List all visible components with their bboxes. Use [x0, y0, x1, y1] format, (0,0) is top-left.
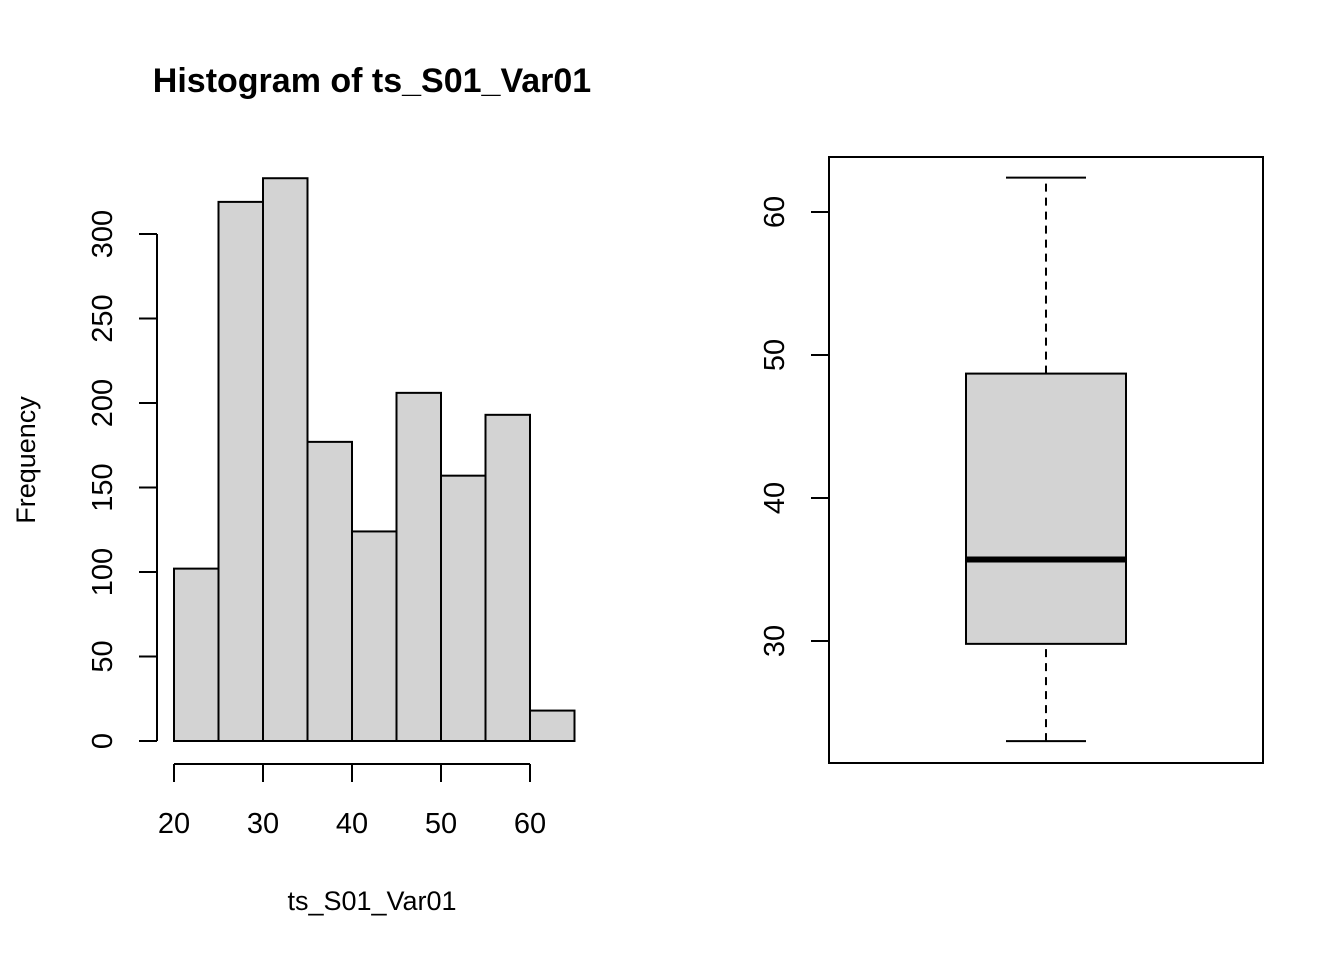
- histogram-x-axis: 20 30 40 50 60: [158, 763, 546, 840]
- histogram-x-tick-label: 30: [247, 808, 279, 840]
- histogram-bar: [484, 413, 531, 742]
- boxplot-box: [965, 372, 1127, 645]
- boxplot-plot-frame: [828, 156, 1264, 764]
- boxplot-y-tick-label: 60: [759, 196, 791, 228]
- histogram-y-tick-label: 50: [87, 640, 119, 672]
- histogram-y-tick-label: 150: [87, 463, 119, 511]
- histogram-y-tick-label: 300: [87, 210, 119, 258]
- histogram-x-tick-label: 60: [514, 808, 546, 840]
- histogram-y-tick-label: 200: [87, 379, 119, 427]
- histogram-y-tick-label: 250: [87, 294, 119, 342]
- histogram-panel: Histogram of ts_S01_Var01 0 50 100 150 200 25…: [11, 62, 591, 916]
- histogram-x-tick-label: 50: [425, 808, 457, 840]
- boxplot-y-tick-label: 50: [759, 339, 791, 371]
- histogram-x-axis-label: ts_S01_Var01: [287, 886, 456, 916]
- histogram-title: Histogram of ts_S01_Var01: [153, 62, 591, 100]
- histogram-y-axis: 0 50 100 150 200 250 300: [87, 210, 158, 749]
- histogram-x-tick-label: 40: [336, 808, 368, 840]
- boxplot-marks: [965, 176, 1127, 743]
- histogram-x-tick-label: 20: [158, 808, 190, 840]
- histogram-bar: [173, 567, 220, 742]
- histogram-y-tick-label: 100: [87, 548, 119, 596]
- histogram-bar: [440, 474, 487, 742]
- histogram-bars: [173, 177, 576, 743]
- histogram-y-tick-label: 0: [87, 733, 119, 749]
- histogram-bar: [306, 440, 353, 742]
- histogram-y-axis-label: Frequency: [11, 396, 41, 524]
- histogram-bar: [262, 177, 309, 743]
- boxplot-y-tick-label: 40: [759, 482, 791, 514]
- histogram-bar: [217, 200, 264, 742]
- histogram-bar: [351, 530, 398, 742]
- histogram-bar: [529, 709, 576, 743]
- boxplot-panel: 30 40 50 60: [759, 156, 1264, 764]
- boxplot-y-axis: 30 40 50 60: [759, 196, 829, 657]
- histogram-bar: [395, 391, 442, 742]
- boxplot-y-tick-label: 30: [759, 625, 791, 657]
